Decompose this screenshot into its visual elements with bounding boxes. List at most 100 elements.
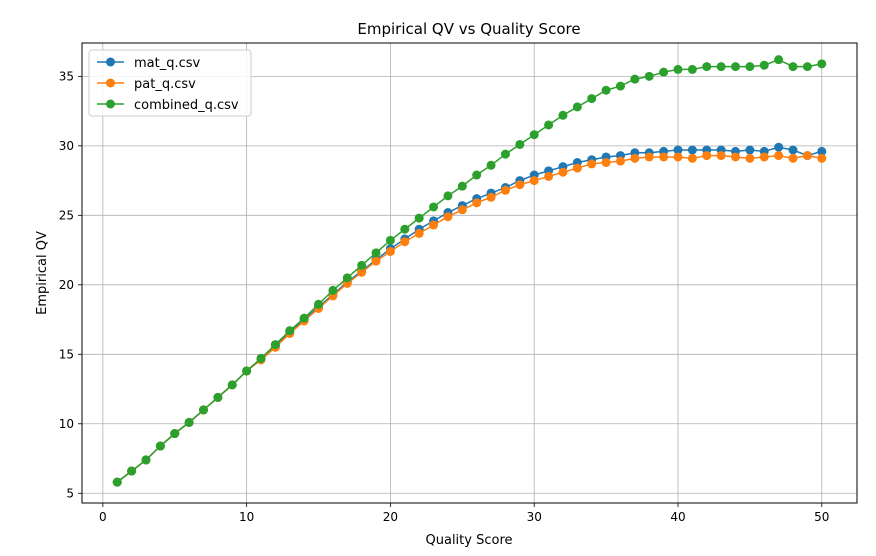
data-point bbox=[615, 156, 625, 166]
data-point bbox=[687, 145, 697, 155]
data-point bbox=[659, 152, 669, 162]
data-point bbox=[774, 55, 784, 65]
data-point bbox=[817, 146, 827, 156]
data-point bbox=[630, 74, 640, 84]
data-point bbox=[745, 145, 755, 155]
data-point bbox=[400, 237, 410, 247]
data-point bbox=[155, 441, 165, 451]
data-point bbox=[443, 191, 453, 201]
data-point bbox=[544, 171, 554, 181]
data-point bbox=[371, 248, 381, 258]
data-point bbox=[774, 151, 784, 161]
data-point bbox=[529, 130, 539, 140]
data-point bbox=[544, 120, 554, 130]
legend-item: pat_q.csv bbox=[97, 77, 196, 92]
data-point bbox=[400, 224, 410, 234]
y-axis-label: Empirical QV bbox=[35, 231, 50, 315]
data-point bbox=[673, 64, 683, 74]
chart-title: Empirical QV vs Quality Score bbox=[357, 20, 580, 38]
grid bbox=[82, 43, 857, 503]
data-point bbox=[687, 153, 697, 163]
legend-item: combined_q.csv bbox=[97, 98, 239, 113]
data-point bbox=[256, 353, 266, 363]
legend-marker bbox=[106, 78, 115, 88]
data-point bbox=[141, 455, 151, 465]
y-tick-label: 20 bbox=[59, 278, 74, 292]
data-point bbox=[745, 153, 755, 163]
data-point bbox=[731, 152, 741, 162]
x-tick-label: 40 bbox=[670, 510, 685, 524]
data-point bbox=[457, 181, 467, 191]
data-point bbox=[673, 152, 683, 162]
data-point bbox=[414, 213, 424, 223]
data-point bbox=[587, 94, 597, 104]
data-point bbox=[572, 102, 582, 112]
y-tick-label: 5 bbox=[66, 486, 74, 500]
y-tick-label: 15 bbox=[59, 347, 74, 361]
data-point bbox=[515, 139, 525, 149]
data-point bbox=[572, 163, 582, 173]
data-point bbox=[314, 299, 324, 309]
series-layer bbox=[112, 55, 827, 487]
data-point bbox=[702, 151, 712, 161]
data-point bbox=[429, 220, 439, 230]
data-point bbox=[788, 62, 798, 72]
data-point bbox=[802, 151, 812, 161]
legend-item: mat_q.csv bbox=[97, 56, 201, 71]
data-point bbox=[587, 159, 597, 169]
data-point bbox=[558, 167, 568, 177]
data-point bbox=[716, 151, 726, 161]
legend-box bbox=[88, 49, 252, 117]
data-point bbox=[644, 152, 654, 162]
data-point bbox=[716, 62, 726, 72]
data-point bbox=[357, 267, 367, 277]
data-point bbox=[198, 405, 208, 415]
legend-label: mat_q.csv bbox=[134, 56, 201, 71]
data-point bbox=[184, 417, 194, 427]
x-axis-label: Quality Score bbox=[426, 533, 513, 548]
y-tick-label: 30 bbox=[59, 139, 74, 153]
data-point bbox=[213, 392, 223, 402]
data-point bbox=[170, 429, 180, 439]
y-tick-label: 10 bbox=[59, 417, 74, 431]
data-point bbox=[759, 152, 769, 162]
data-point bbox=[385, 235, 395, 245]
legend-label: combined_q.csv bbox=[134, 98, 239, 113]
data-point bbox=[673, 145, 683, 155]
plot-frame bbox=[81, 42, 858, 504]
x-tick-label: 10 bbox=[239, 510, 254, 524]
data-point bbox=[472, 198, 482, 208]
data-point bbox=[227, 380, 237, 390]
ticks: 0 10 20 30 40 50 5 10 15 20 25 30 35 bbox=[59, 69, 830, 524]
legend: mat_q.csv pat_q.csv combined_q.csv bbox=[88, 49, 252, 117]
data-point bbox=[601, 158, 611, 168]
data-point bbox=[817, 59, 827, 69]
data-point bbox=[486, 160, 496, 170]
data-point bbox=[774, 142, 784, 152]
x-tick-label: 20 bbox=[383, 510, 398, 524]
y-tick-label: 25 bbox=[59, 208, 74, 222]
data-point bbox=[788, 153, 798, 163]
y-tick-label: 35 bbox=[59, 69, 74, 83]
data-point bbox=[817, 153, 827, 163]
x-tick-label: 0 bbox=[99, 510, 107, 524]
legend-marker bbox=[106, 99, 115, 109]
data-point bbox=[457, 205, 467, 215]
data-point bbox=[371, 256, 381, 266]
data-point bbox=[515, 180, 525, 190]
data-point bbox=[443, 212, 453, 222]
series-combined-q-csv bbox=[112, 55, 827, 487]
data-point bbox=[802, 62, 812, 72]
data-point bbox=[328, 285, 338, 295]
data-point bbox=[486, 192, 496, 202]
data-point bbox=[745, 62, 755, 72]
x-tick-label: 50 bbox=[814, 510, 829, 524]
data-point bbox=[357, 260, 367, 270]
data-point bbox=[112, 477, 122, 487]
legend-marker bbox=[106, 57, 115, 67]
data-point bbox=[659, 67, 669, 77]
data-point bbox=[500, 185, 510, 195]
data-point bbox=[788, 145, 798, 155]
data-point bbox=[342, 273, 352, 283]
